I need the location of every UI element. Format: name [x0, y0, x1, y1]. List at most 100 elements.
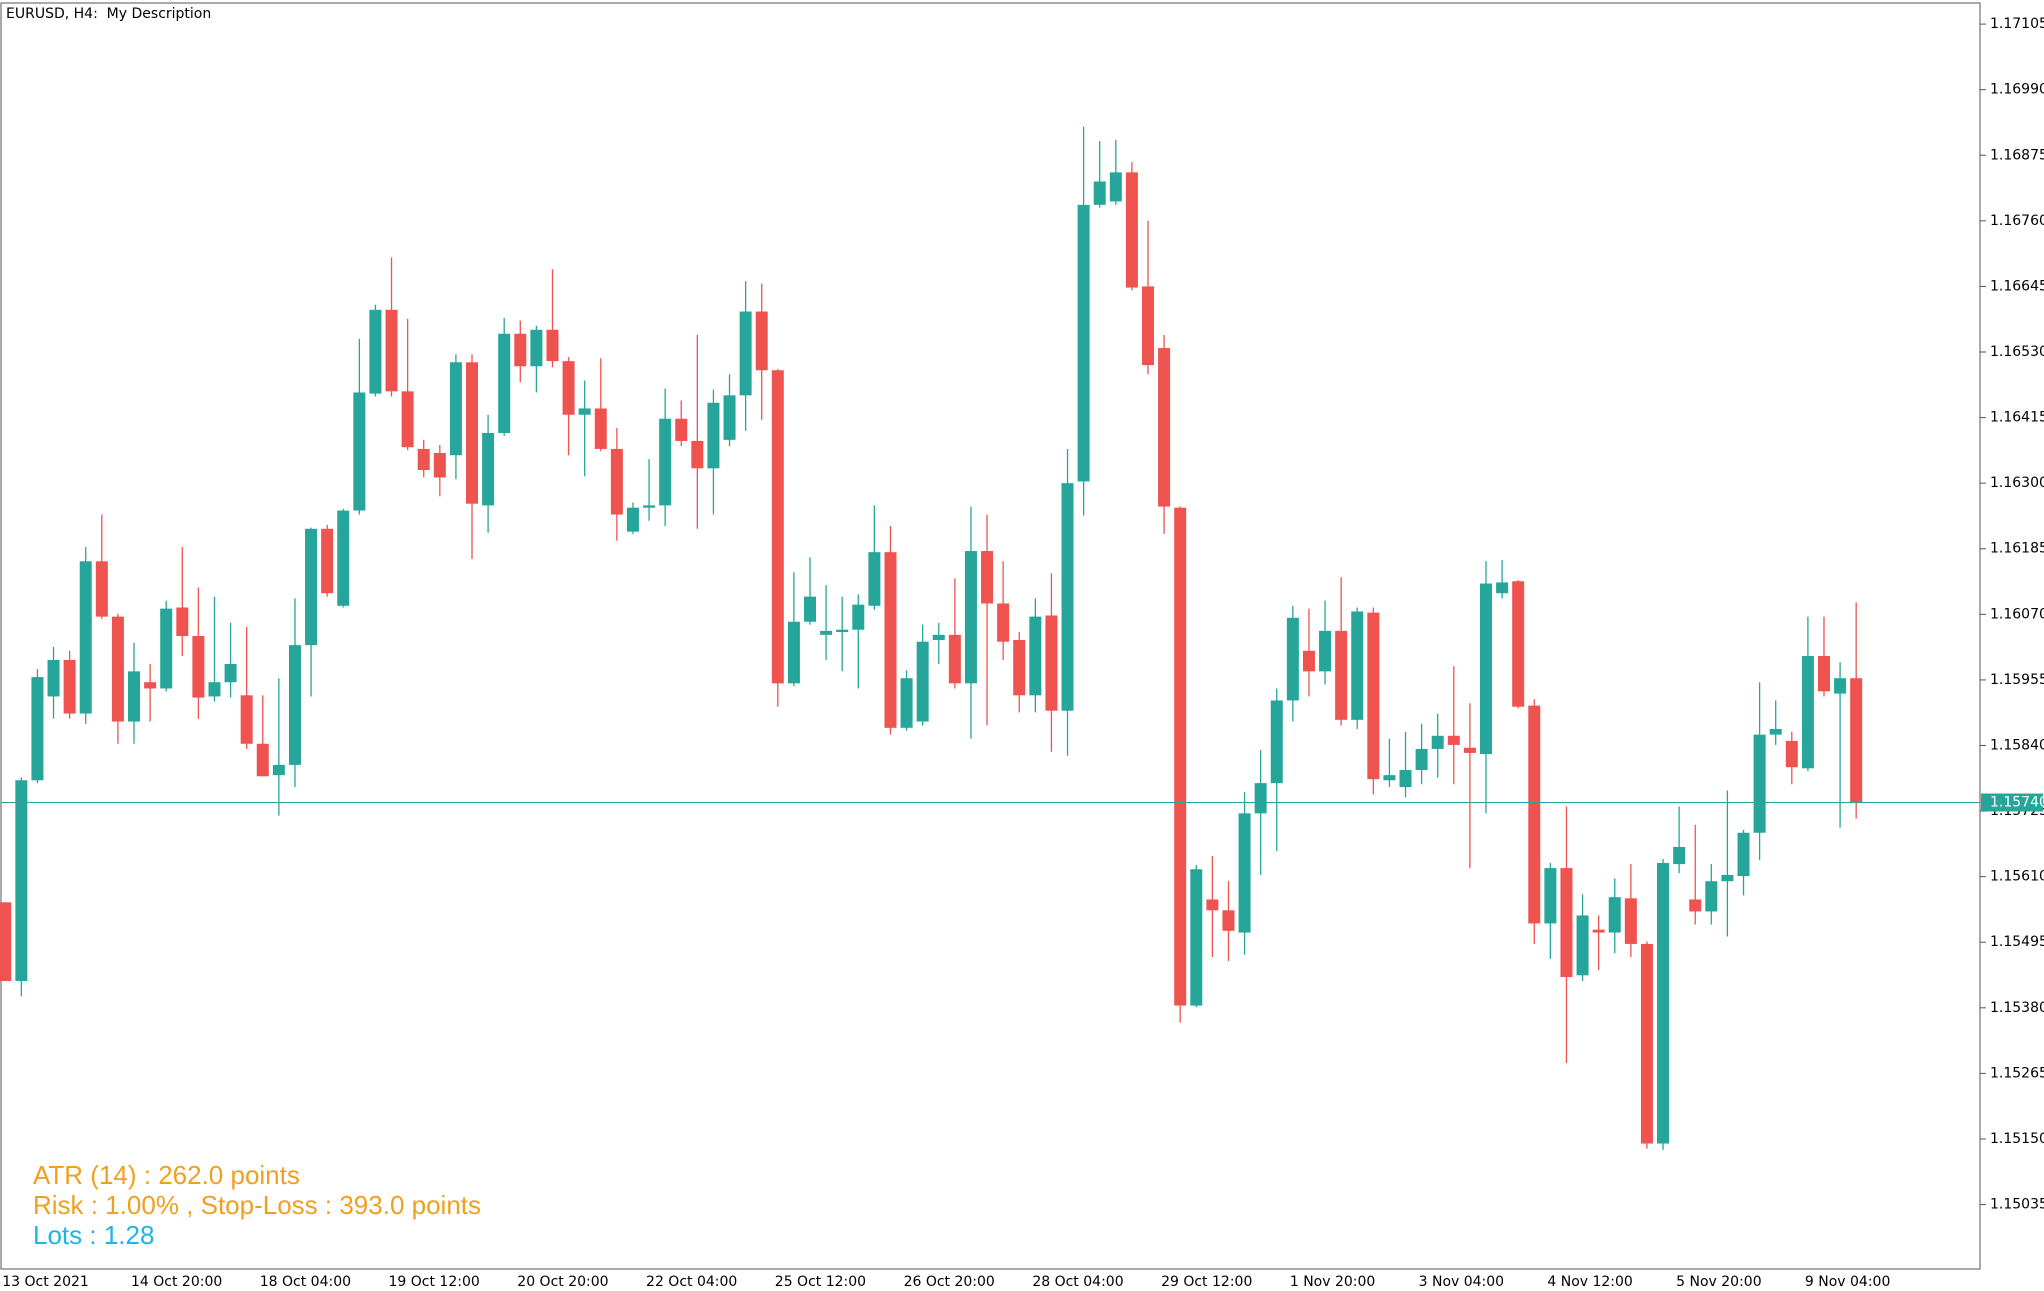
candle-body: [723, 395, 736, 440]
candle-body: [1013, 639, 1026, 696]
candle-body: [1624, 898, 1637, 944]
x-tick-label: 4 Nov 12:00: [1547, 1274, 1632, 1290]
candle-body: [1077, 204, 1090, 482]
candle-body: [1850, 678, 1863, 803]
y-tick-label: 1.15840: [1990, 737, 2044, 753]
x-tick-label: 9 Nov 04:00: [1805, 1274, 1890, 1290]
candle-body: [626, 507, 639, 532]
candle-body: [1029, 616, 1042, 696]
candle-body: [820, 630, 833, 635]
candle-body: [643, 505, 656, 508]
y-tick-label: 1.16530: [1990, 344, 2044, 360]
candle-body: [144, 682, 157, 689]
candle-body: [900, 678, 913, 728]
candle-body: [1415, 748, 1428, 771]
candle-body: [1463, 747, 1476, 753]
y-tick-label: 1.15955: [1990, 672, 2044, 688]
x-tick-label: 18 Oct 04:00: [260, 1274, 351, 1290]
candle-body: [1270, 700, 1283, 784]
candle-body: [47, 659, 60, 697]
candle-body: [224, 663, 237, 683]
candle-body: [1335, 630, 1348, 720]
candle-body: [208, 682, 221, 697]
candle-body: [916, 641, 929, 722]
candle-body: [1689, 899, 1702, 912]
candle-body: [691, 440, 704, 469]
plot-frame: [0, 2, 1981, 1270]
candle-body: [1141, 286, 1154, 366]
candle-body: [482, 432, 495, 506]
candle-body: [1785, 740, 1798, 768]
candle-body: [562, 361, 575, 415]
current-price-label: 1.15740: [1990, 795, 2044, 811]
candle-body: [385, 309, 398, 392]
candle-body: [997, 603, 1010, 642]
x-tick-label: 1 Nov 20:00: [1290, 1274, 1375, 1290]
x-tick-label: 25 Oct 12:00: [775, 1274, 866, 1290]
candle-body: [1576, 915, 1589, 976]
y-tick-label: 1.15610: [1990, 869, 2044, 885]
y-tick-label: 1.15150: [1990, 1131, 2044, 1147]
candle-body: [707, 402, 720, 469]
candle-body: [1302, 650, 1315, 672]
candle-body: [1721, 874, 1734, 882]
candle-body: [1479, 583, 1492, 755]
candle-body: [1560, 868, 1573, 978]
candle-body: [1158, 348, 1171, 507]
candle-body: [1190, 869, 1203, 1006]
candle-body: [594, 408, 607, 449]
candle-body: [771, 370, 784, 684]
candle-body: [1608, 897, 1621, 933]
y-tick-label: 1.17105: [1990, 16, 2044, 32]
y-tick-label: 1.16875: [1990, 147, 2044, 163]
candle-body: [240, 695, 253, 744]
y-tick-label: 1.16070: [1990, 606, 2044, 622]
candle-body: [1834, 678, 1847, 694]
candle-body: [1673, 847, 1686, 865]
candle-body: [1206, 899, 1219, 911]
y-tick-label: 1.16185: [1990, 541, 2044, 557]
y-tick-label: 1.16300: [1990, 475, 2044, 491]
candle-body: [1544, 868, 1557, 924]
candle-body: [1367, 612, 1380, 780]
candle-body: [1125, 172, 1138, 288]
x-tick-label: 5 Nov 20:00: [1676, 1274, 1761, 1290]
candle-body: [1640, 943, 1653, 1144]
candle-body: [546, 329, 559, 362]
x-tick-label: 14 Oct 20:00: [131, 1274, 222, 1290]
candle-body: [401, 391, 414, 448]
x-tick-label: 3 Nov 04:00: [1419, 1274, 1504, 1290]
candle-body: [1657, 862, 1670, 1144]
candle-body: [1399, 770, 1412, 788]
candle-body: [321, 528, 334, 594]
candle-body: [1528, 705, 1541, 924]
candle-body: [95, 561, 108, 617]
candle-body: [868, 552, 881, 606]
candle-body: [15, 780, 28, 982]
candle-body: [1045, 615, 1058, 711]
candle-body: [659, 418, 672, 506]
candle-body: [1061, 483, 1074, 711]
candle-body: [514, 333, 527, 367]
chart-title: EURUSD, H4: My Description: [6, 6, 211, 22]
candle-body: [1351, 611, 1364, 720]
candle-body: [981, 551, 994, 604]
candle-body: [337, 510, 350, 606]
y-tick-label: 1.15035: [1990, 1197, 2044, 1213]
candle-body: [79, 561, 92, 714]
candle-body: [852, 604, 865, 630]
candle-body: [417, 448, 430, 471]
x-tick-label: 13 Oct 2021: [2, 1274, 89, 1290]
y-tick-label: 1.16760: [1990, 213, 2044, 229]
x-tick-label: 28 Oct 04:00: [1032, 1274, 1123, 1290]
candle-body: [288, 645, 301, 765]
x-tick-label: 20 Oct 20:00: [517, 1274, 608, 1290]
candle-body: [31, 677, 44, 781]
candle-body: [1238, 813, 1251, 933]
candle-body: [1512, 581, 1525, 707]
candle-body: [63, 659, 76, 714]
candle-body: [0, 902, 12, 982]
candle-body: [932, 634, 945, 640]
candle-body: [1383, 775, 1396, 781]
